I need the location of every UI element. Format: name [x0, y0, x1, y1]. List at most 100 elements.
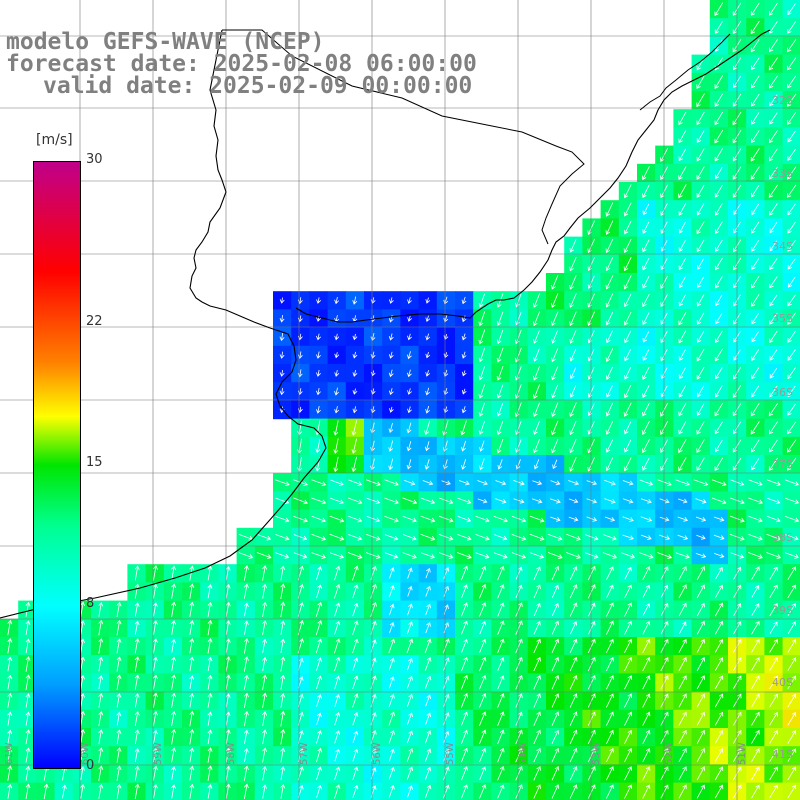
wind-arrow [477, 498, 488, 504]
wind-arrow [678, 385, 687, 398]
wind-arrow [407, 657, 413, 671]
wind-cell [600, 436, 620, 456]
wind-arrow [569, 711, 578, 726]
wind-cell [637, 764, 656, 784]
wind-cell [728, 691, 747, 711]
lon-label: 55W [445, 742, 456, 765]
wind-cell [655, 182, 674, 201]
wind-arrow [769, 258, 778, 271]
wind-cell [655, 200, 674, 219]
wind-arrow [475, 552, 490, 559]
wind-cell [600, 655, 620, 674]
wind-arrow [443, 712, 450, 726]
wind-arrow [624, 439, 632, 453]
wind-arrow [388, 297, 394, 304]
wind-arrow [787, 21, 797, 34]
wind-arrow [352, 388, 358, 395]
wind-arrow [751, 130, 760, 144]
wind-arrow [787, 693, 797, 708]
wind-arrow [624, 367, 632, 380]
wind-arrow [787, 730, 797, 744]
wind-arrow [352, 766, 359, 781]
wind-arrow [623, 275, 632, 290]
wind-arrow [478, 402, 485, 417]
wind-arrow [569, 293, 577, 308]
wind-arrow [787, 3, 796, 16]
wind-cell [728, 291, 747, 310]
wind-arrow [497, 765, 505, 781]
wind-arrow [479, 674, 487, 690]
wind-arrow [189, 783, 195, 799]
wind-arrow [642, 784, 651, 799]
wind-arrow [678, 602, 687, 617]
wind-arrow [766, 479, 781, 486]
wind-arrow [98, 637, 104, 654]
wind-cell [709, 127, 729, 147]
wind-arrow [768, 130, 778, 144]
wind-arrow [189, 565, 195, 581]
wind-arrow [678, 729, 687, 744]
wind-cell [655, 309, 674, 329]
wind-arrow [116, 619, 122, 636]
wind-cell [764, 637, 784, 656]
wind-arrow [456, 552, 472, 559]
wind-arrow [787, 367, 796, 380]
wind-arrow [316, 333, 321, 341]
wind-cell [782, 527, 800, 547]
wind-arrow [478, 366, 485, 381]
wind-arrow [787, 276, 796, 288]
wind-cell [637, 418, 656, 438]
wind-arrow [551, 565, 560, 581]
wind-arrow [769, 166, 778, 180]
wind-arrow [279, 297, 285, 304]
wind-arrow [293, 497, 308, 505]
wind-arrow [225, 656, 231, 672]
wind-arrow [225, 583, 231, 599]
wind-arrow [262, 638, 267, 653]
wind-arrow [622, 480, 634, 486]
wind-arrow [207, 619, 213, 636]
wind-cell [746, 364, 765, 383]
wind-cell [655, 364, 674, 383]
wind-arrow [621, 552, 636, 559]
wind-arrow [496, 329, 504, 345]
wind-cell [746, 236, 765, 256]
wind-cell [746, 582, 765, 602]
wind-cell [728, 673, 747, 693]
wind-arrow [751, 729, 760, 744]
wind-arrow [515, 693, 523, 708]
wind-arrow [275, 515, 290, 523]
wind-arrow [365, 552, 381, 559]
wind-cell [673, 582, 693, 602]
wind-arrow [551, 330, 559, 344]
wind-arrow [207, 692, 213, 708]
wind-cell [728, 54, 747, 74]
wind-arrow [262, 729, 268, 745]
wind-arrow [153, 674, 158, 690]
wind-arrow [243, 747, 249, 762]
wind-arrow [280, 766, 286, 781]
wind-arrow [751, 275, 760, 289]
wind-arrow [134, 565, 140, 581]
wind-arrow [388, 748, 395, 762]
wind-cell [655, 400, 674, 420]
wind-cell [582, 618, 602, 638]
wind-arrow [407, 351, 412, 360]
wind-arrow [280, 693, 286, 708]
wind-arrow [678, 239, 686, 252]
wind-cell [782, 491, 800, 511]
wind-arrow [207, 729, 213, 745]
wind-cell [655, 618, 674, 638]
wind-arrow [678, 711, 687, 726]
wind-arrow [134, 656, 140, 672]
wind-arrow [384, 515, 399, 523]
wind-arrow [750, 75, 760, 89]
wind-arrow [316, 712, 322, 725]
wind-arrow [531, 498, 543, 504]
wind-cell [673, 637, 693, 656]
wind-arrow [407, 785, 413, 798]
wind-arrow [424, 638, 432, 654]
wind-cell [637, 273, 656, 292]
wind-arrow [642, 766, 651, 781]
